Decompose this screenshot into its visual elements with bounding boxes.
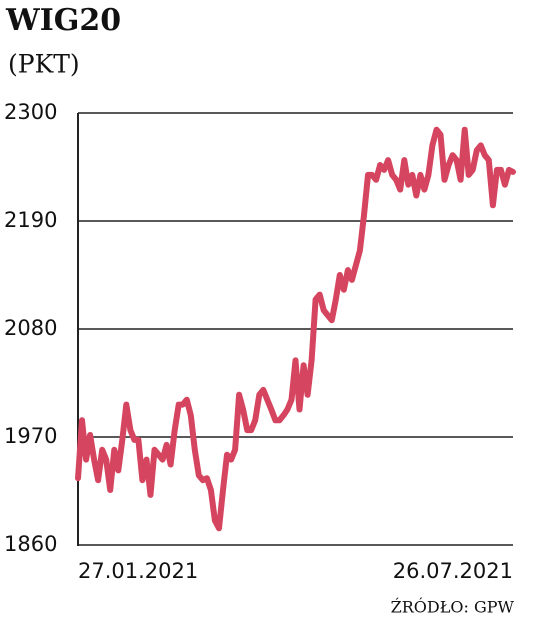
- y-tick-label: 1860: [4, 532, 57, 556]
- chart-subtitle: (PKT): [8, 50, 80, 79]
- x-tick-label: 27.01.2021: [78, 559, 198, 583]
- source: ŹRÓDŁO: GPW: [391, 597, 515, 617]
- y-tick-label: 1970: [4, 424, 57, 448]
- y-tick-label: 2300: [4, 100, 57, 124]
- line: [75, 126, 516, 532]
- x-tick-label: 26.07.2021: [393, 559, 513, 583]
- y-tick-label: 2080: [4, 316, 57, 340]
- y-tick-label: 2190: [4, 208, 57, 232]
- chart-title: WIG20: [5, 3, 121, 38]
